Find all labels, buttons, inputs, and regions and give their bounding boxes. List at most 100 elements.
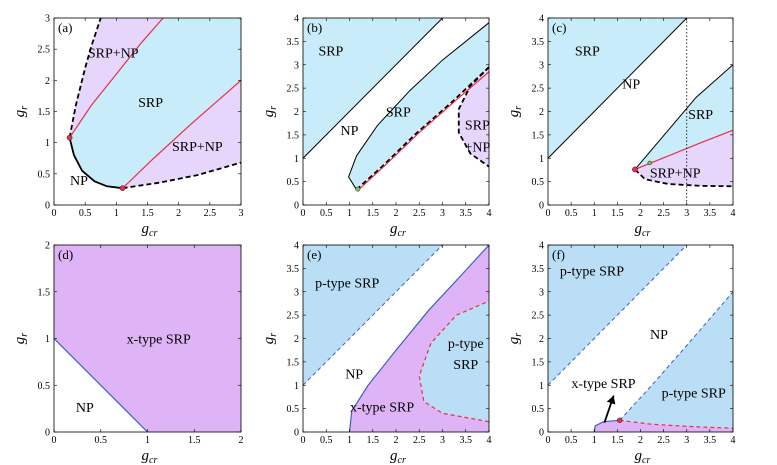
y-tick-label: 3 [539,60,544,71]
y-tick-label: 0.5 [532,177,545,188]
srp-np-region-lower [122,80,241,189]
x-tick-label: 1.5 [188,435,201,446]
region-label: x-type SRP [350,400,414,415]
region-label: x-type SRP [127,333,191,348]
y-tick-label: 2.5 [532,84,545,95]
panel-e: 0 0.5 1 1.5 2 2.5 3 3.5 4 0 0.5 1 1.5 2 2.5 3 3.5 4 gcr gr (… [261,241,492,465]
region-label: p-type [448,337,484,352]
lower-boundary-dashed [122,161,241,190]
plot-area-f [548,245,733,432]
region-label: NP [76,401,94,416]
y-tick-label: 1 [539,154,544,165]
region-label: SRP+NP [172,140,223,155]
y-tick-label: 1.5 [38,107,51,118]
y-tick-label: 3.5 [287,264,300,275]
y-tick-label: 1.5 [532,130,545,141]
panel-c: 0 0.5 1 1.5 2 2.5 3 3.5 4 0 0.5 1 1.5 2 2.5 3 3.5 4 gcr gr (… [506,14,736,240]
y-tick-label: 1 [45,334,50,345]
x-tick-label: 0 [546,435,551,446]
red-dashed-boundary [418,300,489,423]
x-tick-label: 0 [546,208,551,219]
x-axis-label: gcr [142,221,158,239]
critical-point-upper [66,134,73,141]
x-tick-label: 3.5 [704,435,717,446]
x-tick-label: 2.5 [657,435,670,446]
panel-b: 0 0.5 1 1.5 2 2.5 3 3.5 4 0 0.5 1 1.5 2 2.5 3 3.5 4 gcr gr (… [261,14,492,240]
x-tick-label: 0.5 [320,435,333,446]
red-line [358,71,489,191]
panel-f: 0 0.5 1 1.5 2 2.5 3 3.5 4 0 0.5 1 1.5 2 2.5 3 3.5 4 gcr gr (… [506,241,736,465]
x-axis-label: gcr [142,448,158,465]
x-tick-label: 1 [347,435,352,446]
region-label: SRP [453,358,478,373]
y-axis-label: gr [12,333,30,345]
y-axis-label: gr [506,106,524,118]
upper-boundary [548,18,688,159]
plot-area-b [303,18,489,192]
x-tick-label: 0.5 [95,435,108,446]
region-label: NP [650,328,668,343]
y-axis-label: gr [261,333,279,345]
y-tick-label: 4 [539,14,544,25]
y-tick-label: 1 [45,138,50,149]
x-tick-label: 0 [301,208,306,219]
y-axis-label: gr [506,333,524,345]
x-tick-label: 1.5 [611,208,624,219]
lower-boundary-dashed [355,66,489,191]
x-tick-label: 4 [487,435,492,446]
upper-boundary-dashed [68,18,102,138]
y-tick-label: 2 [45,76,50,87]
region-label: p-type SRP [560,265,624,280]
upper-boundary [303,18,443,159]
p-type-srp-region-lower [619,291,733,429]
critical-point [355,186,361,192]
x-tick-label: 4 [487,208,492,219]
region-label: NP [341,124,359,139]
x-tick-label: 2.5 [204,208,217,219]
critical-point-lower [119,185,126,191]
y-tick-label: 1 [294,154,299,165]
x-tick-label: 3.5 [460,208,473,219]
x-tick-label: 1 [592,208,597,219]
y-tick-label: 0.5 [38,169,51,180]
y-tick-label: 0 [294,201,299,212]
y-axis-label: gr [12,106,30,118]
y-tick-label: 2 [45,241,50,252]
boundary-line [54,338,148,432]
u-boundary [68,137,123,190]
y-tick-label: 0 [45,428,50,439]
red-dashed-boundary [619,419,733,429]
x-tick-label: 1.5 [611,435,624,446]
x-tick-label: 3 [684,435,689,446]
y-tick-label: 0.5 [287,404,300,415]
critical-point [632,166,638,173]
panel-a: 0 0.5 1 1.5 2 2.5 3 0 0.5 1 1.5 2 2.5 3 gcr gr (a) SRP+NP… [12,14,244,240]
y-tick-label: 0 [294,428,299,439]
x-tick-label: 0.5 [565,435,578,446]
x-tick-label: 2 [239,435,244,446]
panel-label-c: (c) [552,20,566,35]
x-type-boundary [593,419,620,432]
inner-boundary [634,64,733,170]
region-label: SRP [318,45,343,60]
y-tick-label: 3 [294,287,299,298]
y-tick-label: 2 [539,334,544,345]
x-axis-label: gcr [635,221,651,239]
plot-area-e [303,245,489,432]
x-type-srp-sliver [594,420,733,432]
x-tick-label: 3 [684,208,689,219]
y-tick-label: 3.5 [287,37,300,48]
x-tick-label: 0 [52,208,57,219]
x-tick-label: 0.5 [565,208,578,219]
p-type-srp-region-lower [419,301,489,422]
x-tick-label: 2.5 [657,208,670,219]
y-tick-label: 1.5 [532,357,545,368]
lobe-boundary-dashed [457,66,489,168]
x-tick-label: 2 [394,435,399,446]
x-tick-label: 1.5 [367,435,380,446]
panel-label-e: (e) [307,247,321,262]
y-tick-label: 3.5 [532,37,545,48]
y-tick-label: 3 [539,287,544,298]
y-tick-label: 1 [294,381,299,392]
